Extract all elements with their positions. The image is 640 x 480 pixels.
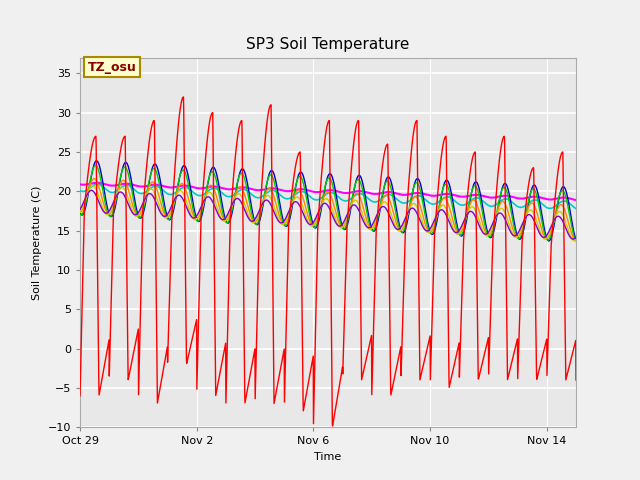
sp3_smT_7 [558, 195, 566, 201]
sp3_smT_2 [305, 205, 312, 211]
sp3_smT_1 [76, 209, 84, 215]
sp3_smT_7 [558, 195, 566, 201]
Line: sp3_smT_6: sp3_smT_6 [80, 184, 576, 209]
Line: sp3_smT_4: sp3_smT_4 [80, 186, 576, 241]
sp3_smT_2 [467, 192, 475, 198]
sp3_smT_6 [572, 206, 580, 212]
sp3_smT_1 [558, 185, 566, 191]
sp3_smT_3 [90, 176, 98, 181]
sp3_smT_2 [317, 202, 325, 207]
sp3_smT_7 [317, 189, 325, 194]
sp3_smT_4 [76, 209, 84, 215]
sp3_smT_4 [89, 183, 97, 189]
Title: SP3 Soil Temperature: SP3 Soil Temperature [246, 37, 410, 52]
sp3_smT_6 [305, 192, 312, 198]
sp3_smT_6 [317, 195, 325, 201]
sp3_smT_4 [305, 219, 312, 225]
sp3_smT_7 [305, 188, 312, 193]
Y-axis label: Soil Temperature (C): Soil Temperature (C) [32, 185, 42, 300]
sp3_smT_1 [467, 193, 475, 199]
sp3_smT_3 [467, 200, 475, 205]
sp3_smT_5 [102, 210, 109, 216]
sp3_smT_5 [569, 236, 577, 242]
sp3_smT_5 [76, 206, 84, 212]
sp3_smT_7 [76, 181, 84, 187]
sp3_smT_4 [467, 204, 475, 210]
sp3_smT_2 [92, 163, 99, 168]
sp3_smT_3 [558, 202, 566, 208]
sp3_smT_3 [305, 214, 312, 220]
sp3_smT_1 [93, 158, 100, 164]
Line: sp3_smT_7: sp3_smT_7 [80, 183, 576, 200]
sp3_Tsurface [558, 150, 566, 156]
sp3_smT_5 [572, 234, 580, 240]
sp3_smT_4 [558, 210, 566, 216]
sp3_Tsurface [305, 381, 312, 386]
sp3_smT_5 [467, 208, 475, 214]
sp3_Tsurface [558, 150, 566, 156]
sp3_smT_7 [572, 197, 580, 203]
sp3_smT_7 [467, 192, 475, 198]
sp3_smT_5 [317, 203, 325, 209]
X-axis label: Time: Time [314, 452, 342, 462]
sp3_smT_5 [558, 216, 566, 222]
sp3_Tsurface [329, 423, 337, 429]
sp3_Tsurface [467, 163, 475, 169]
sp3_smT_6 [93, 181, 101, 187]
sp3_smT_6 [76, 188, 84, 193]
sp3_Tsurface [180, 94, 188, 100]
sp3_smT_5 [558, 216, 566, 222]
sp3_smT_4 [317, 203, 325, 208]
Line: sp3_smT_2: sp3_smT_2 [80, 166, 576, 241]
Line: sp3_smT_3: sp3_smT_3 [80, 179, 576, 240]
Line: sp3_Tsurface: sp3_Tsurface [80, 97, 576, 426]
sp3_smT_3 [572, 237, 580, 243]
sp3_smT_7 [102, 181, 109, 187]
sp3_smT_4 [572, 237, 580, 243]
sp3_smT_3 [317, 202, 325, 208]
sp3_smT_3 [76, 210, 84, 216]
sp3_smT_1 [558, 185, 566, 191]
sp3_Tsurface [317, 173, 325, 179]
sp3_smT_6 [558, 199, 566, 204]
sp3_smT_1 [305, 198, 312, 204]
sp3_smT_6 [467, 198, 475, 204]
sp3_smT_2 [572, 238, 580, 244]
sp3_smT_1 [572, 237, 580, 243]
sp3_smT_4 [570, 238, 578, 244]
sp3_smT_1 [102, 196, 109, 202]
sp3_smT_6 [558, 199, 566, 204]
sp3_smT_3 [572, 237, 580, 243]
sp3_smT_5 [88, 188, 95, 193]
sp3_smT_6 [102, 186, 109, 192]
sp3_smT_1 [317, 205, 325, 211]
sp3_smT_4 [102, 211, 109, 216]
sp3_smT_3 [558, 202, 566, 208]
sp3_Tsurface [102, 358, 109, 363]
sp3_smT_2 [558, 188, 566, 194]
sp3_smT_7 [93, 180, 100, 186]
sp3_Tsurface [76, 393, 84, 398]
sp3_smT_2 [102, 202, 109, 207]
sp3_smT_2 [76, 211, 84, 217]
sp3_smT_2 [558, 188, 566, 193]
Text: TZ_osu: TZ_osu [88, 60, 136, 73]
Line: sp3_smT_1: sp3_smT_1 [80, 161, 576, 241]
sp3_Tsurface [572, 377, 580, 383]
sp3_smT_4 [558, 210, 566, 216]
sp3_smT_5 [305, 220, 312, 226]
sp3_smT_1 [545, 238, 553, 244]
Line: sp3_smT_5: sp3_smT_5 [80, 191, 576, 239]
sp3_smT_3 [102, 207, 109, 213]
